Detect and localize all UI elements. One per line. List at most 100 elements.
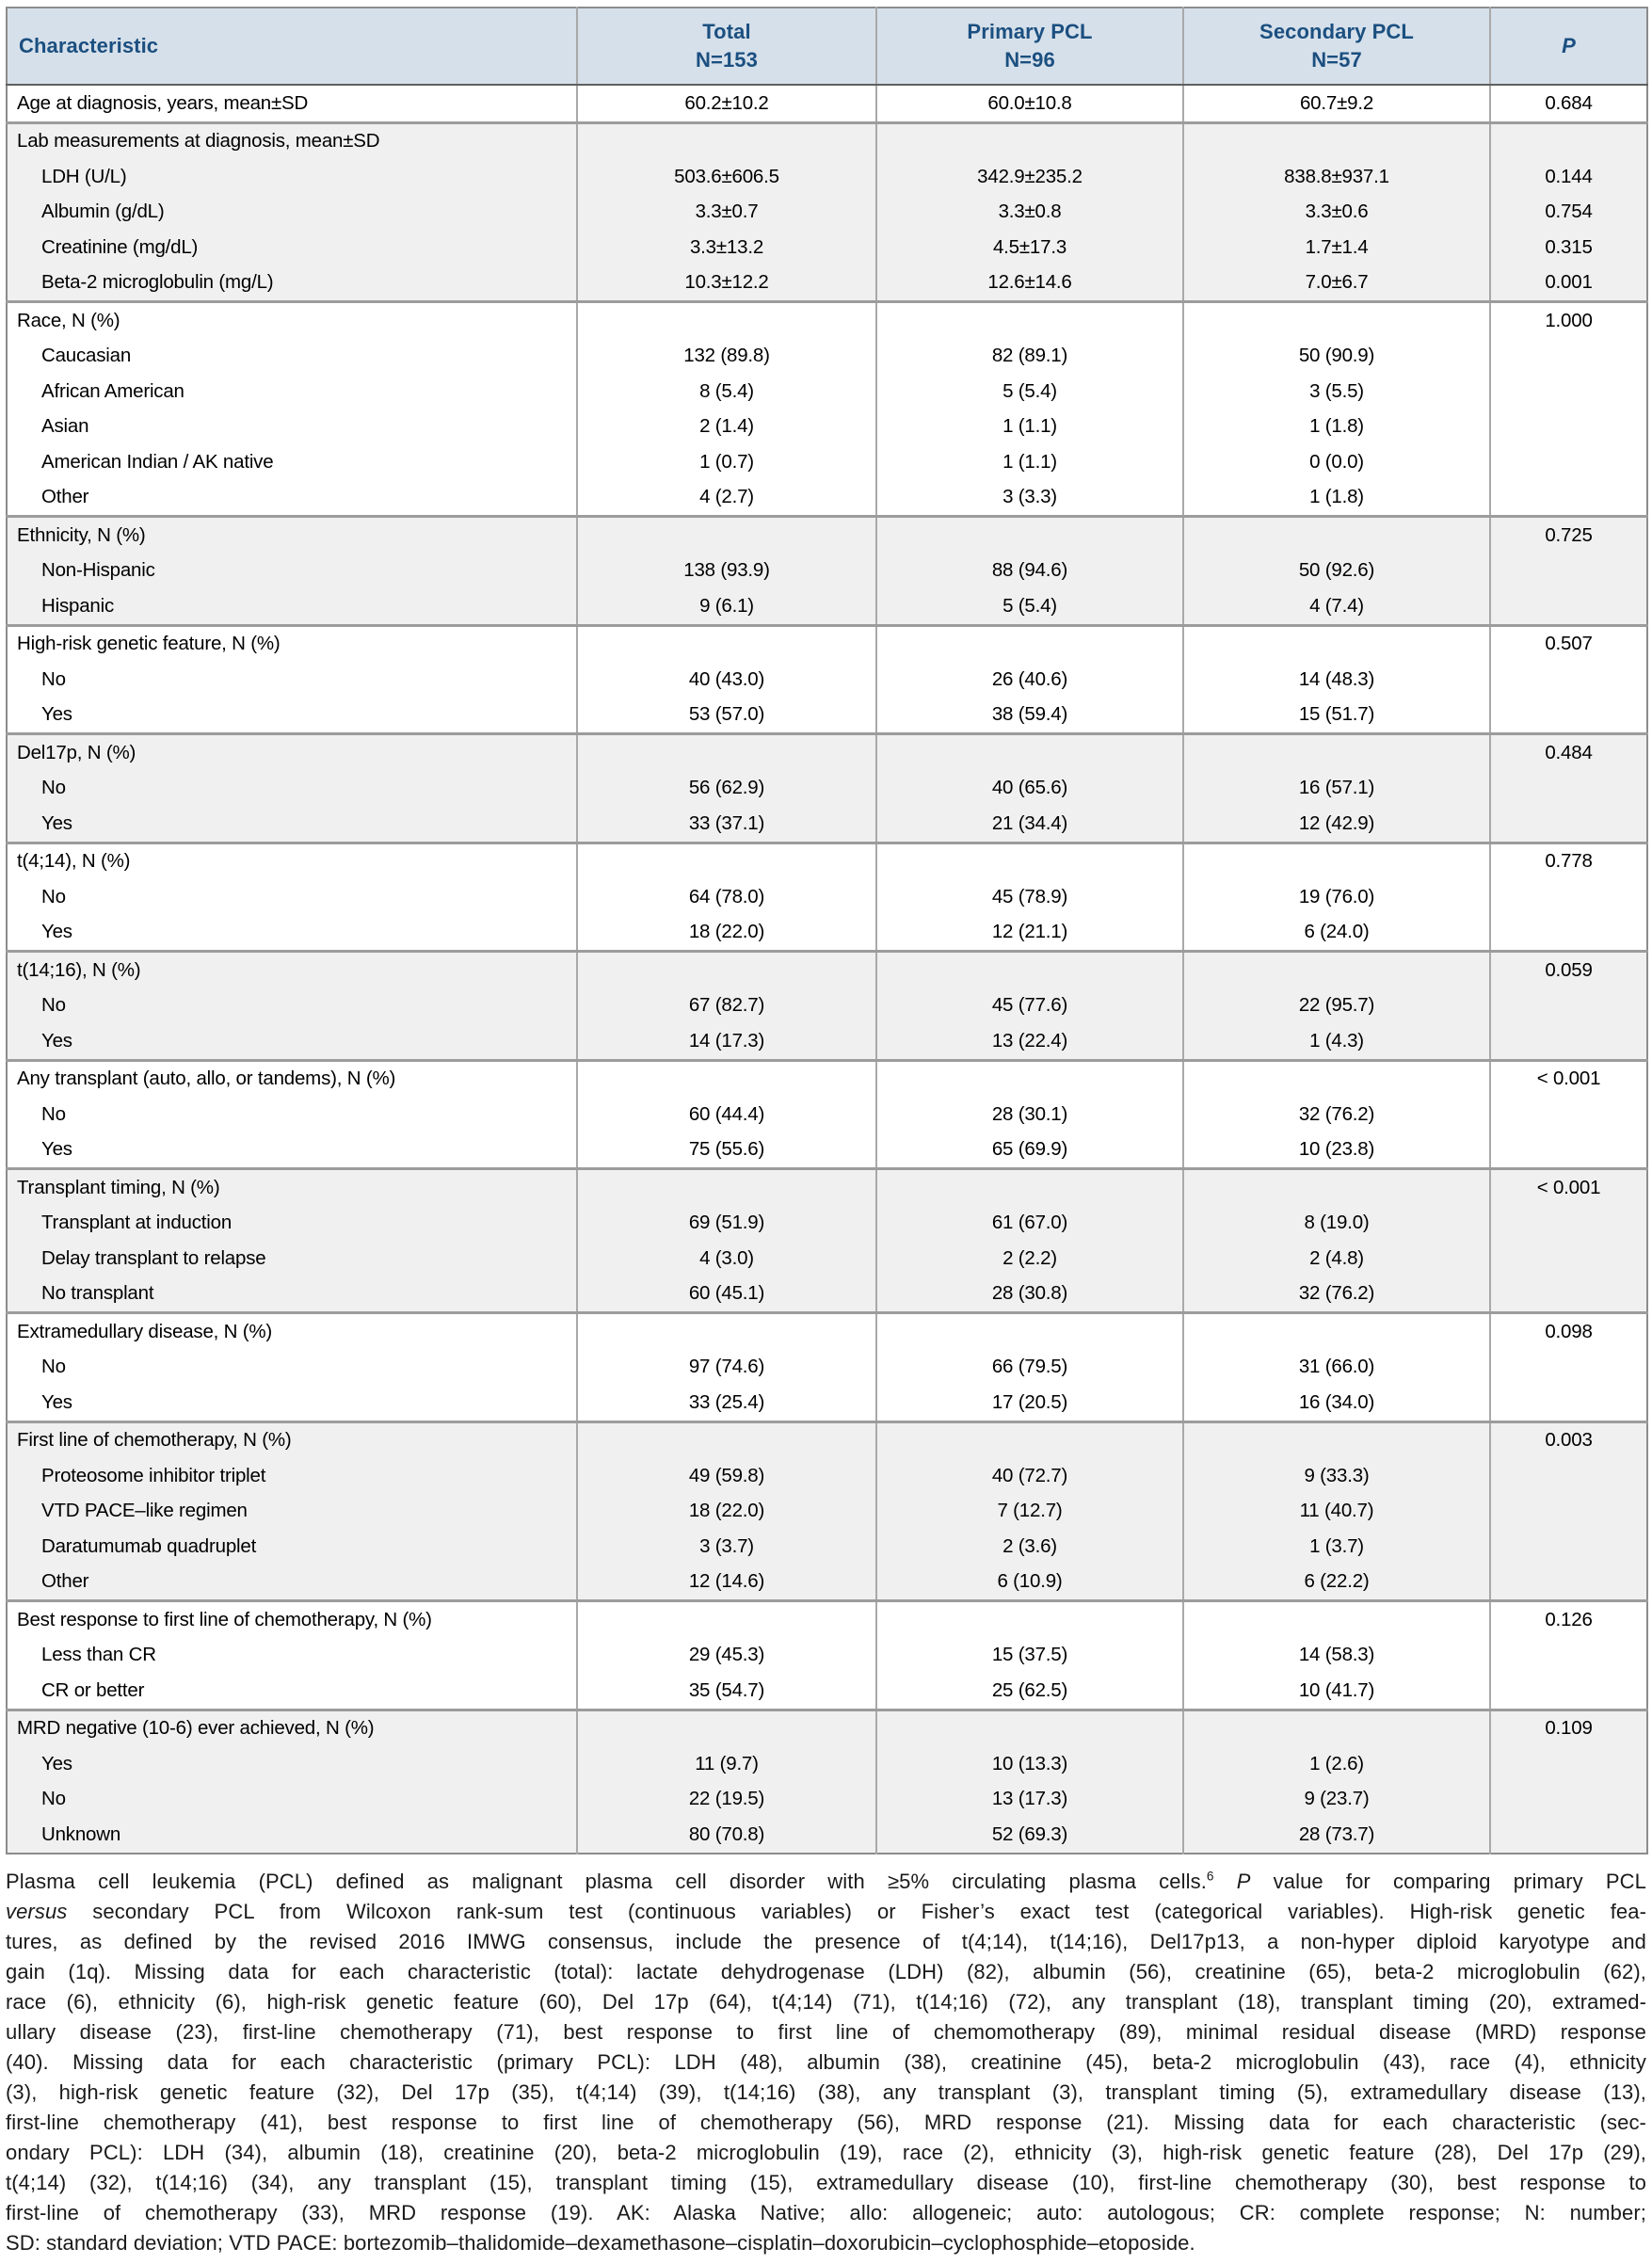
row-label: Any transplant (auto, allo, or tandems),… xyxy=(7,1058,577,1097)
cell-secondary-pcl xyxy=(1182,1058,1490,1097)
header-row: Characteristic Total N=153 Primary PCL N… xyxy=(7,8,1647,86)
cell-secondary-pcl: 16 (34.0) xyxy=(1182,1385,1490,1421)
col-header-primary-pcl-line2: N=96 xyxy=(1004,48,1055,72)
row-label: Other xyxy=(41,486,89,508)
cell-primary-pcl: 66 (79.5) xyxy=(875,1349,1183,1385)
cell-total xyxy=(576,1599,876,1638)
cell-primary-pcl xyxy=(875,515,1183,554)
cell-total: 60.2±10.2 xyxy=(576,85,876,122)
cell-total xyxy=(576,1058,876,1097)
table-row: Any transplant (auto, allo, or tandems),… xyxy=(7,1058,1647,1097)
cell-p-value xyxy=(1489,1241,1647,1277)
table-row: No 40 (43.0) 26 (40.6) 14 (48.3) xyxy=(7,662,1647,698)
table-row: Extramedullary disease, N (%) 0.098 xyxy=(7,1311,1647,1350)
table-row: Transplant timing, N (%) < 0.001 xyxy=(7,1167,1647,1206)
cell-secondary-pcl: 1.7±1.4 xyxy=(1182,230,1490,265)
cell-p-value: 0.109 xyxy=(1489,1708,1647,1746)
cell-p-value xyxy=(1489,1673,1647,1710)
cell-primary-pcl: 12 (21.1) xyxy=(875,914,1183,952)
footnote-line: first-line chemotherapy (41), best respo… xyxy=(6,2110,1646,2134)
col-header-total-line1: Total xyxy=(702,20,751,43)
cell-secondary-pcl xyxy=(1182,1311,1490,1350)
table-row: Yes 18 (22.0) 12 (21.1) 6 (24.0) xyxy=(7,914,1647,952)
col-header-characteristic: Characteristic xyxy=(7,8,577,86)
row-label: Yes xyxy=(41,811,72,834)
col-header-total: Total N=153 xyxy=(576,8,876,86)
cell-secondary-pcl: 1 (1.8) xyxy=(1182,479,1490,517)
table-row: No transplant 60 (45.1) 28 (30.8) 32 (76.2) xyxy=(7,1276,1647,1313)
cell-p-value: 0.507 xyxy=(1489,623,1647,662)
cell-primary-pcl xyxy=(875,623,1183,662)
cell-p-value xyxy=(1489,1529,1647,1565)
cell-total xyxy=(576,1420,876,1458)
row-label: No xyxy=(41,667,66,690)
col-header-secondary-pcl-line1: Secondary PCL xyxy=(1259,20,1414,43)
footnote-line: first-line of chemotherapy (33), MRD res… xyxy=(6,2200,1646,2224)
table-row: Proteosome inhibitor triplet 49 (59.8) 40 … xyxy=(7,1458,1647,1494)
cell-secondary-pcl xyxy=(1182,120,1490,159)
cell-secondary-pcl: 9 (23.7) xyxy=(1182,1781,1490,1817)
row-label: Proteosome inhibitor triplet xyxy=(41,1464,266,1486)
cell-secondary-pcl: 9 (33.3) xyxy=(1182,1458,1490,1494)
cell-secondary-pcl xyxy=(1182,515,1490,554)
cell-primary-pcl xyxy=(875,1599,1183,1638)
row-label: Daratumumab quadruplet xyxy=(41,1534,257,1557)
table-row: t(14;16), N (%) 0.059 xyxy=(7,950,1647,988)
table-row: Albumin (g/dL) 3.3±0.7 3.3±0.8 3.3±0.6 0.754 xyxy=(7,194,1647,230)
cell-primary-pcl: 3 (3.3) xyxy=(875,479,1183,517)
cell-p-value xyxy=(1489,553,1647,588)
cell-secondary-pcl: 31 (66.0) xyxy=(1182,1349,1490,1385)
row-label: Caucasian xyxy=(41,345,132,367)
cell-total: 1 (0.7) xyxy=(576,444,876,480)
cell-secondary-pcl: 32 (76.2) xyxy=(1182,1276,1490,1313)
cell-total: 10.3±12.2 xyxy=(576,265,876,302)
cell-total: 35 (54.7) xyxy=(576,1673,876,1710)
cell-primary-pcl xyxy=(875,1058,1183,1097)
cell-primary-pcl: 4.5±17.3 xyxy=(875,230,1183,265)
row-label: No xyxy=(41,1102,66,1125)
cell-secondary-pcl: 3 (5.5) xyxy=(1182,374,1490,409)
table-row: American Indian / AK native 1 (0.7) 1 (1.1… xyxy=(7,444,1647,480)
cell-primary-pcl xyxy=(875,1708,1183,1746)
table-row: Lab measurements at diagnosis, mean±SD xyxy=(7,120,1647,159)
cell-primary-pcl: 2 (2.2) xyxy=(875,1241,1183,1277)
row-label: LDH (U/L) xyxy=(41,165,127,187)
cell-total: 60 (45.1) xyxy=(576,1276,876,1313)
cell-total: 33 (25.4) xyxy=(576,1385,876,1421)
cell-total: 49 (59.8) xyxy=(576,1458,876,1494)
cell-total: 2 (1.4) xyxy=(576,409,876,444)
cell-primary-pcl: 28 (30.8) xyxy=(875,1276,1183,1313)
cell-total: 56 (62.9) xyxy=(576,770,876,806)
cell-secondary-pcl: 28 (73.7) xyxy=(1182,1817,1490,1854)
row-label: Ethnicity, N (%) xyxy=(7,515,577,554)
cell-p-value xyxy=(1489,1637,1647,1673)
cell-primary-pcl: 82 (89.1) xyxy=(875,338,1183,374)
row-label: Yes xyxy=(41,1138,72,1161)
cell-primary-pcl: 28 (30.1) xyxy=(875,1097,1183,1132)
row-label: Yes xyxy=(41,921,72,943)
cell-p-value xyxy=(1489,1493,1647,1529)
row-label: Creatinine (mg/dL) xyxy=(41,235,199,258)
cell-primary-pcl: 88 (94.6) xyxy=(875,553,1183,588)
cell-total: 53 (57.0) xyxy=(576,697,876,734)
table-row: Del17p, N (%) 0.484 xyxy=(7,732,1647,771)
cell-primary-pcl xyxy=(875,1311,1183,1350)
table-row: Other 4 (2.7) 3 (3.3) 1 (1.8) xyxy=(7,479,1647,517)
table-row: African American 8 (5.4) 5 (5.4) 3 (5.5) xyxy=(7,374,1647,409)
cell-secondary-pcl: 11 (40.7) xyxy=(1182,1493,1490,1529)
table-row: Yes 53 (57.0) 38 (59.4) 15 (51.7) xyxy=(7,697,1647,734)
cell-primary-pcl: 6 (10.9) xyxy=(875,1564,1183,1601)
cell-secondary-pcl: 32 (76.2) xyxy=(1182,1097,1490,1132)
cell-p-value: 0.001 xyxy=(1489,265,1647,302)
cell-p-value xyxy=(1489,120,1647,159)
cell-total: 9 (6.1) xyxy=(576,588,876,625)
cell-primary-pcl: 60.0±10.8 xyxy=(875,85,1183,122)
row-label: No xyxy=(41,994,66,1017)
cell-secondary-pcl: 14 (58.3) xyxy=(1182,1637,1490,1673)
footnote-line: ondary PCL): LDH (34), albumin (18), cre… xyxy=(6,2140,1646,2164)
cell-primary-pcl: 5 (5.4) xyxy=(875,588,1183,625)
cell-p-value xyxy=(1489,987,1647,1023)
row-label: No xyxy=(41,1788,66,1810)
table-row: MRD negative (10-6) ever achieved, N (%)… xyxy=(7,1708,1647,1746)
cell-secondary-pcl: 1 (3.7) xyxy=(1182,1529,1490,1565)
